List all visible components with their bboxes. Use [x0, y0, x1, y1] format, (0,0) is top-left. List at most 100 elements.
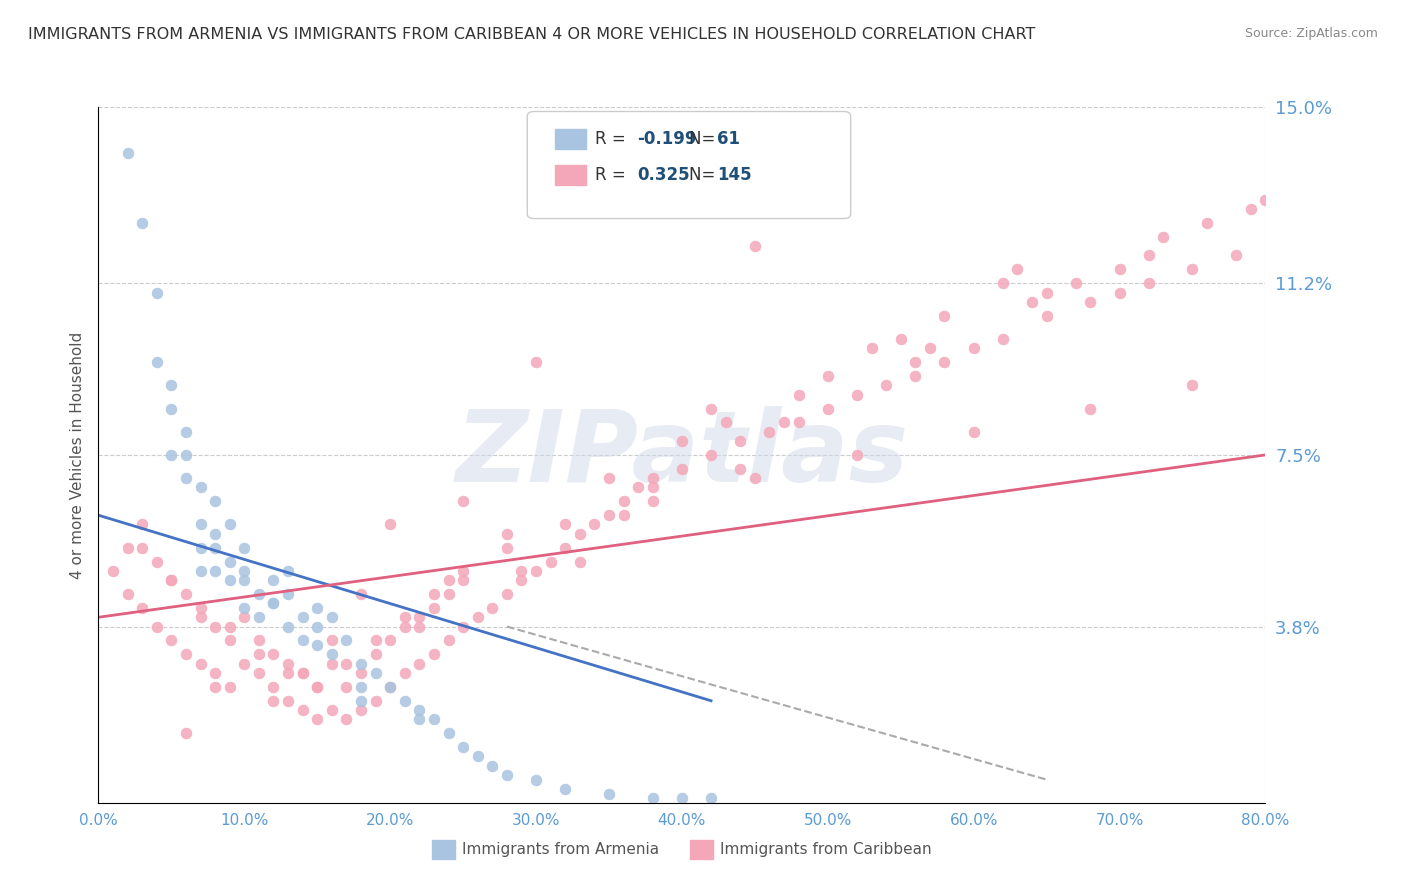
Point	[364, 694, 387, 708]
Point	[1021, 294, 1043, 309]
Point	[233, 610, 256, 624]
Point	[233, 573, 256, 587]
Point	[408, 712, 430, 726]
Point	[846, 448, 869, 462]
Point	[218, 633, 240, 648]
Point	[583, 517, 606, 532]
Point	[307, 601, 329, 615]
Point	[204, 541, 226, 555]
Point	[860, 341, 883, 355]
Point	[554, 781, 576, 796]
Point	[641, 494, 664, 508]
Point	[394, 610, 416, 624]
Point	[247, 665, 270, 680]
Point	[1137, 277, 1160, 291]
Point	[174, 471, 197, 485]
Point	[307, 680, 329, 694]
Point	[437, 573, 460, 587]
Point	[131, 216, 153, 230]
Point	[146, 555, 169, 569]
Point	[524, 355, 547, 369]
Text: 61: 61	[717, 130, 740, 148]
Point	[291, 665, 314, 680]
Point	[233, 564, 256, 578]
Point	[335, 712, 357, 726]
Point	[481, 758, 503, 772]
Point	[204, 665, 226, 680]
Point	[131, 517, 153, 532]
Point	[131, 601, 153, 615]
Point	[335, 680, 357, 694]
Point	[540, 555, 562, 569]
Point	[904, 369, 927, 384]
Point	[1108, 262, 1130, 277]
Point	[277, 657, 299, 671]
Point	[174, 587, 197, 601]
Point	[262, 648, 284, 662]
Text: N=: N=	[689, 130, 720, 148]
Point	[174, 425, 197, 439]
Point	[408, 657, 430, 671]
Point	[496, 768, 519, 782]
Point	[350, 703, 373, 717]
Point	[277, 564, 299, 578]
Y-axis label: 4 or more Vehicles in Household: 4 or more Vehicles in Household	[69, 331, 84, 579]
Point	[1080, 401, 1102, 416]
Point	[364, 648, 387, 662]
Point	[307, 619, 329, 633]
Point	[467, 610, 489, 624]
Point	[174, 726, 197, 740]
Point	[190, 610, 212, 624]
Point	[467, 749, 489, 764]
Point	[730, 462, 752, 476]
Point	[700, 791, 723, 805]
Point	[380, 680, 402, 694]
Point	[204, 619, 226, 633]
Point	[160, 448, 183, 462]
Point	[408, 703, 430, 717]
Point	[117, 146, 139, 161]
Point	[787, 387, 810, 401]
Point	[481, 601, 503, 615]
Point	[991, 332, 1014, 346]
Point	[451, 494, 474, 508]
Point	[131, 541, 153, 555]
Text: N=: N=	[689, 166, 720, 184]
Text: R =: R =	[595, 130, 631, 148]
Point	[307, 712, 329, 726]
Point	[101, 564, 124, 578]
Point	[204, 564, 226, 578]
Text: 0.325: 0.325	[637, 166, 689, 184]
Point	[1240, 202, 1263, 216]
Point	[817, 401, 839, 416]
Point	[117, 541, 139, 555]
Point	[918, 341, 941, 355]
Point	[510, 573, 533, 587]
Point	[394, 694, 416, 708]
Point	[598, 471, 620, 485]
Point	[350, 657, 373, 671]
Point	[846, 387, 869, 401]
Point	[233, 601, 256, 615]
Point	[350, 694, 373, 708]
Point	[1137, 248, 1160, 262]
Point	[380, 680, 402, 694]
Point	[335, 633, 357, 648]
Text: 145: 145	[717, 166, 752, 184]
Point	[247, 648, 270, 662]
Point	[364, 665, 387, 680]
Point	[671, 434, 693, 448]
Point	[423, 712, 446, 726]
Point	[496, 587, 519, 601]
Point	[394, 619, 416, 633]
Point	[364, 633, 387, 648]
Point	[1181, 378, 1204, 392]
Point	[262, 680, 284, 694]
Point	[307, 680, 329, 694]
Point	[991, 277, 1014, 291]
Point	[380, 633, 402, 648]
Point	[190, 541, 212, 555]
Point	[890, 332, 912, 346]
Point	[817, 369, 839, 384]
Point	[568, 526, 591, 541]
